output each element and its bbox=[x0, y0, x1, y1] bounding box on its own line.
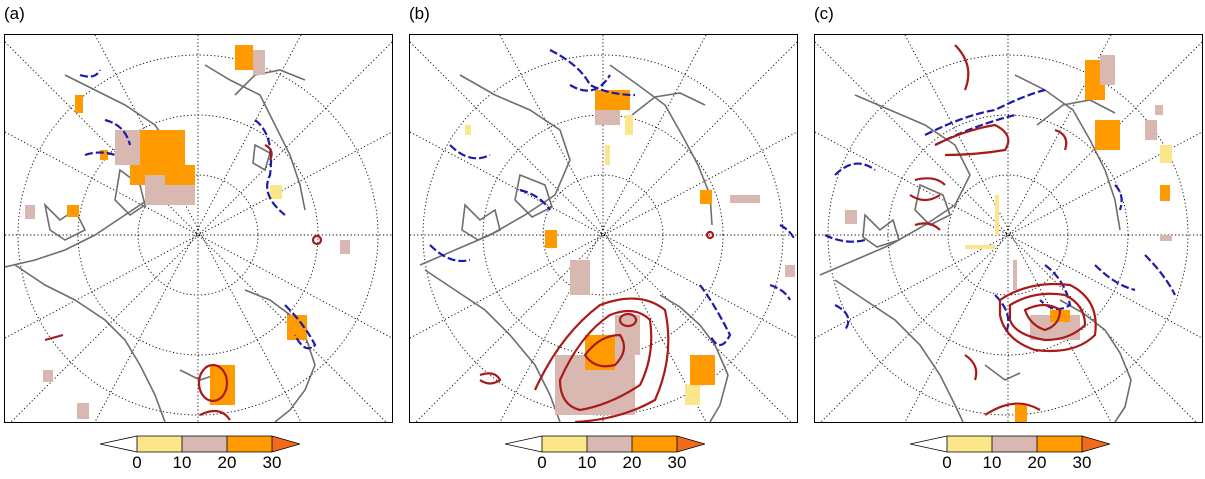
shading bbox=[465, 90, 795, 415]
positive-contours bbox=[479, 230, 715, 422]
map-svg-c bbox=[815, 35, 1202, 422]
polar-map-a bbox=[4, 34, 393, 423]
positive-contours bbox=[44, 144, 323, 421]
negative-contours bbox=[79, 69, 317, 350]
colorbar-tick: 10 bbox=[172, 453, 192, 472]
colorbar: 0 10 20 30 bbox=[910, 434, 1110, 478]
panel-c: (c) bbox=[810, 0, 1205, 479]
colorbar-tick: 0 bbox=[942, 453, 952, 472]
polar-map-c bbox=[814, 34, 1203, 423]
colorbar-tick: 10 bbox=[982, 453, 1002, 472]
positive-contours bbox=[909, 44, 1097, 416]
colorbar: 0 10 20 30 bbox=[505, 434, 705, 478]
colorbar-tick: 30 bbox=[262, 453, 282, 472]
colorbar-svg bbox=[910, 435, 1110, 453]
colorbar: 0 10 20 30 bbox=[100, 434, 300, 478]
map-svg-b bbox=[410, 35, 797, 422]
panel-label: (a) bbox=[4, 4, 25, 23]
shading bbox=[25, 45, 350, 419]
coastline bbox=[5, 64, 316, 422]
colorbar-tick: 20 bbox=[622, 453, 642, 472]
panel-label: (b) bbox=[409, 4, 430, 23]
colorbar-tick: 30 bbox=[667, 453, 687, 472]
colorbar-tick: 0 bbox=[132, 453, 142, 472]
colorbar-tick: 30 bbox=[1072, 453, 1092, 472]
shading bbox=[845, 55, 1172, 422]
panel-b: (b) bbox=[405, 0, 800, 479]
panel-label: (c) bbox=[814, 4, 834, 23]
colorbar-tick: 10 bbox=[577, 453, 597, 472]
panel-a: (a) bbox=[0, 0, 395, 479]
negative-contours bbox=[429, 49, 796, 347]
colorbar-tick: 20 bbox=[217, 453, 237, 472]
map-svg-a bbox=[5, 35, 392, 422]
polar-map-b bbox=[409, 34, 798, 423]
colorbar-svg bbox=[505, 435, 705, 453]
colorbar-svg bbox=[100, 435, 300, 453]
colorbar-tick: 20 bbox=[1027, 453, 1047, 472]
colorbar-tick: 0 bbox=[537, 453, 547, 472]
